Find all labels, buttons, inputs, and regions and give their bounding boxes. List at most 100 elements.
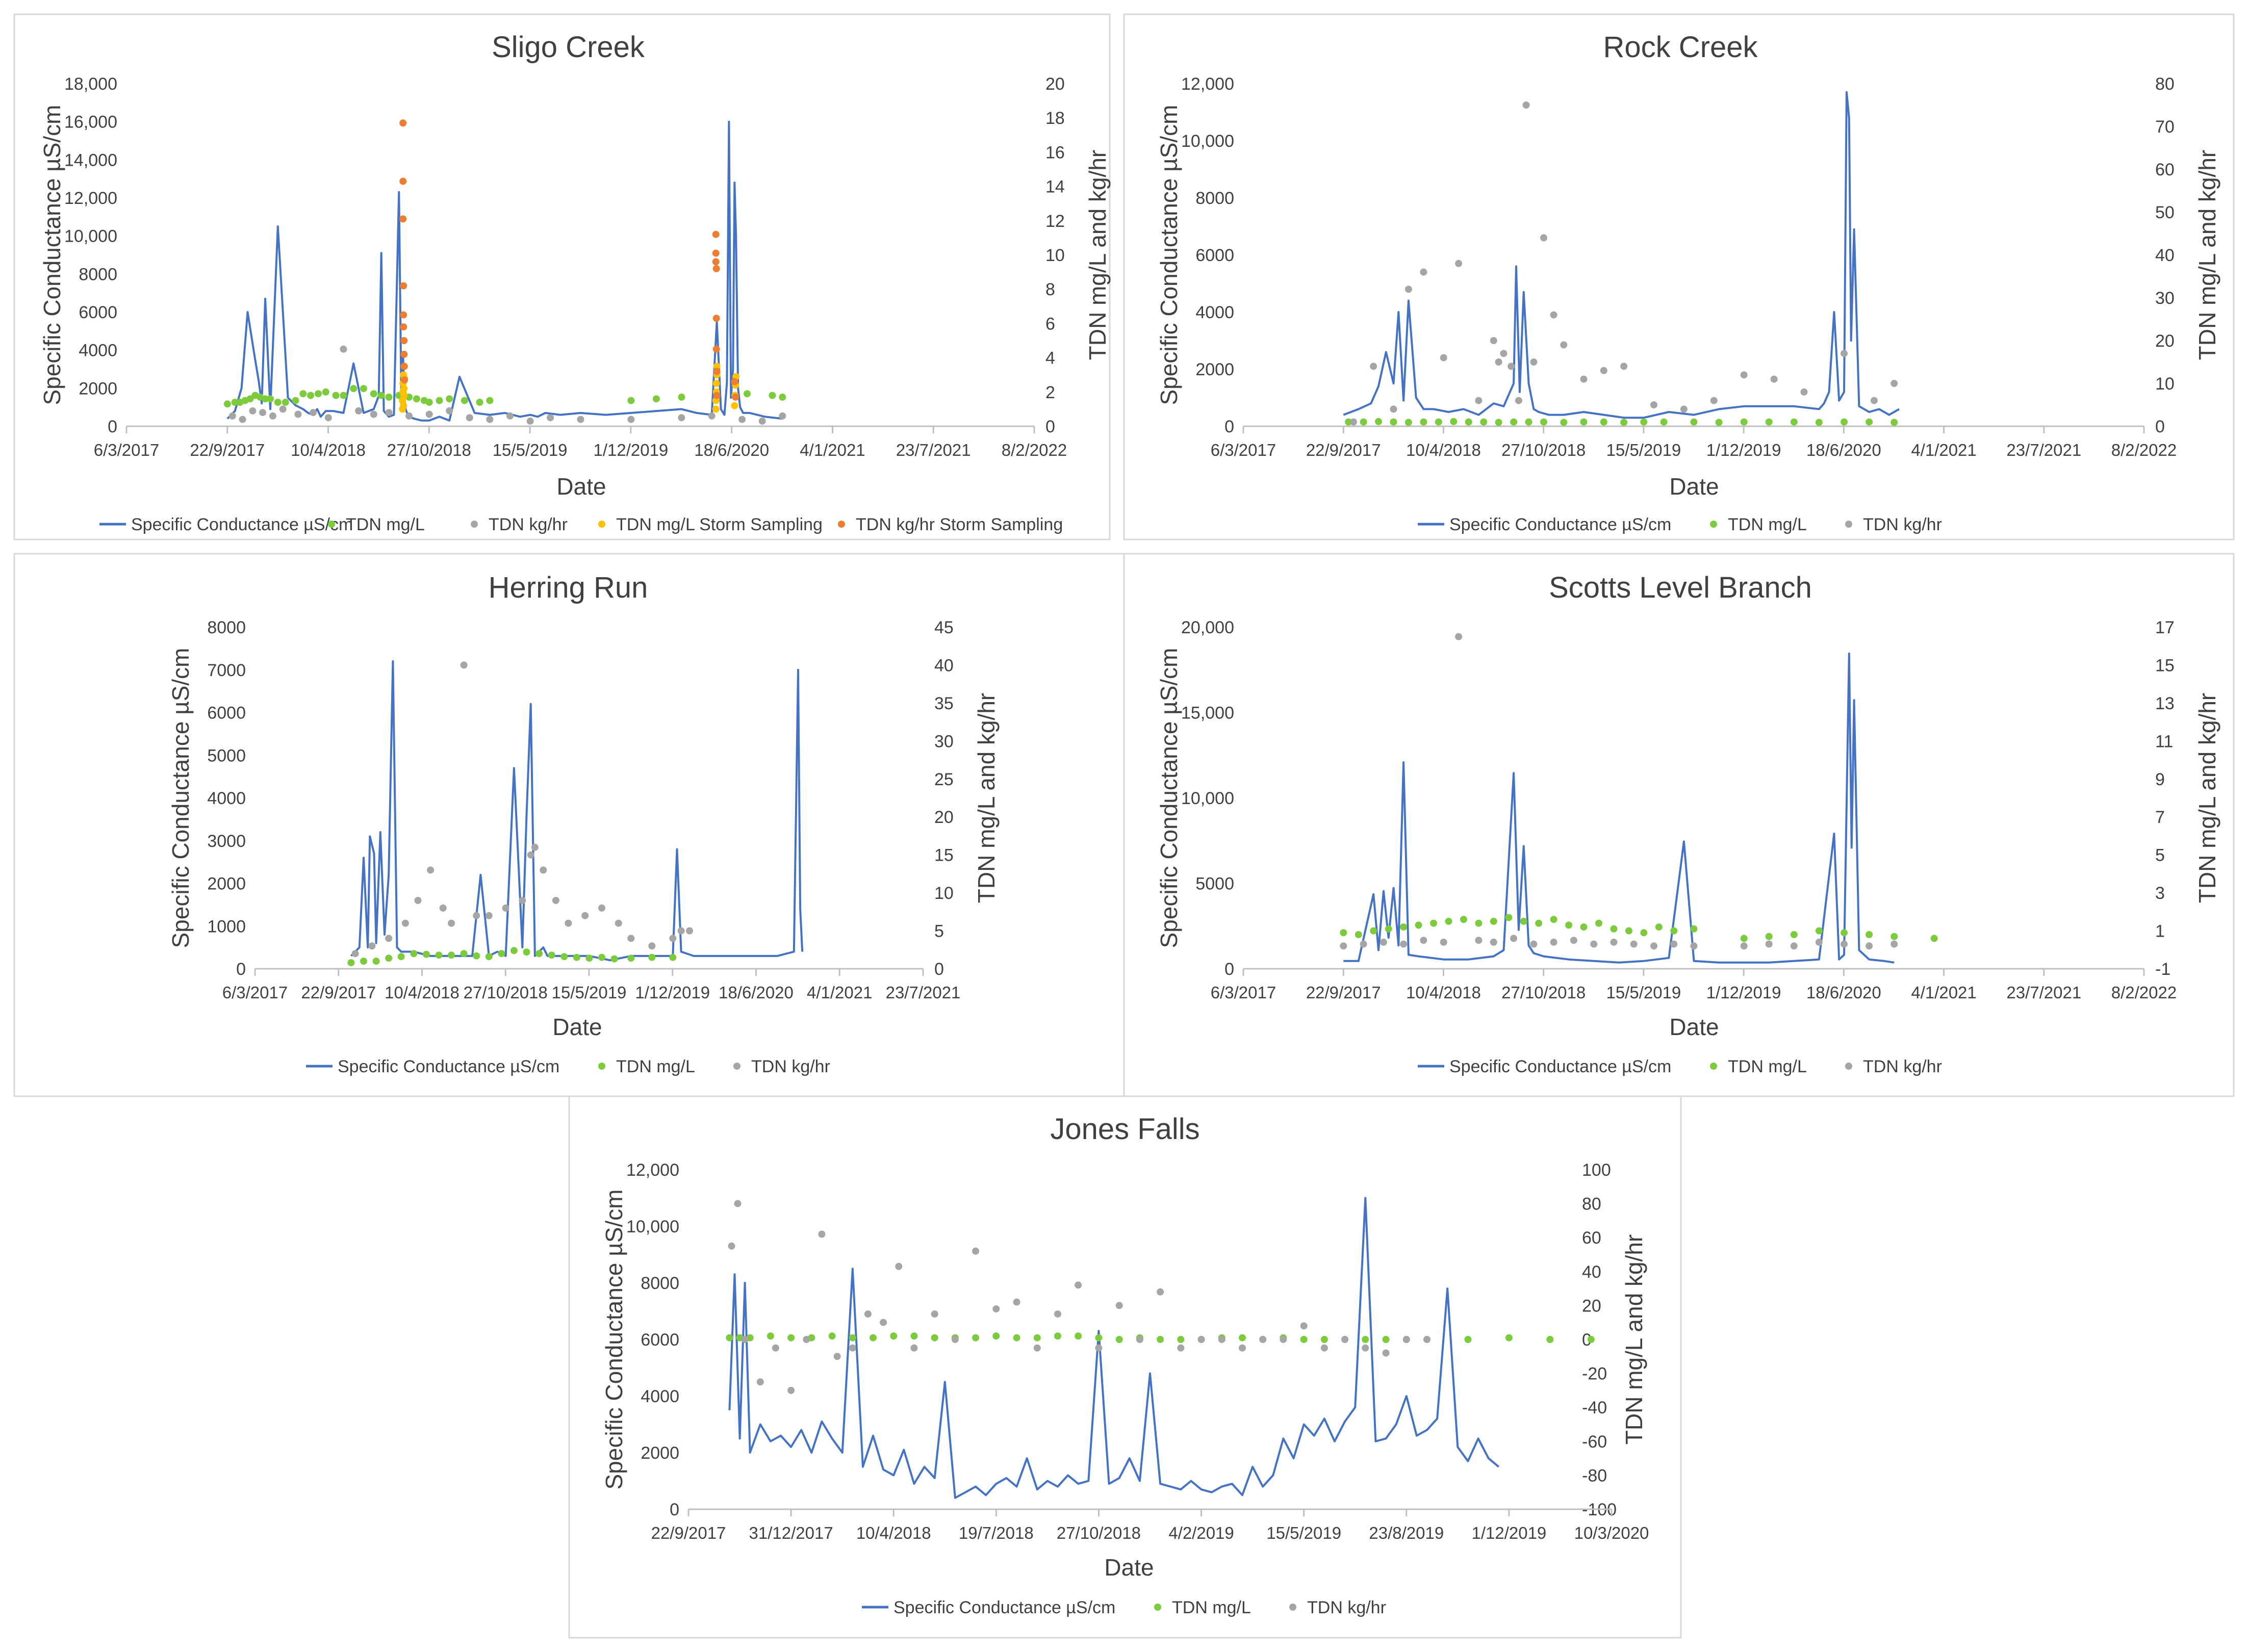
data-point-tdn-mgl bbox=[372, 958, 380, 965]
data-point-tdn-kghr bbox=[239, 416, 246, 423]
data-point-tdn-mgl bbox=[1464, 1336, 1472, 1343]
y-tick-label: 10,000 bbox=[1181, 132, 1234, 151]
data-point-tdn-mgl bbox=[340, 392, 347, 399]
data-point-tdn-kghr bbox=[972, 1247, 980, 1255]
y2-tick-label: 30 bbox=[934, 732, 954, 751]
y-axis-label: Specific Conductance µS/cm bbox=[167, 648, 194, 948]
y-axis-label: Specific Conductance µS/cm bbox=[39, 105, 65, 405]
series-conductance bbox=[1343, 652, 1895, 964]
data-point-tdn-mgl bbox=[1505, 1334, 1513, 1341]
data-point-storm-mgl bbox=[400, 402, 407, 409]
data-point-tdn-kghr bbox=[738, 416, 746, 423]
x-tick-label: 1/12/2019 bbox=[635, 983, 710, 1002]
legend-label: Specific Conductance µS/cm bbox=[1449, 515, 1671, 534]
data-point-tdn-mgl bbox=[610, 955, 618, 963]
data-point-tdn-kghr bbox=[1530, 940, 1538, 948]
data-point-tdn-mgl bbox=[385, 954, 393, 962]
legend-item-tdn-mgl: TDN mg/L bbox=[1710, 1057, 1807, 1076]
data-point-tdn-kghr bbox=[1440, 354, 1447, 362]
chart-herring-run: Herring Run 0 1000 2000 3000 4000 5000 6000 7000… bbox=[13, 553, 1125, 1097]
y2-tick-label: 20 bbox=[1045, 74, 1065, 94]
legend-swatch-dot bbox=[1710, 1063, 1717, 1070]
legend-label: TDN mg/L bbox=[346, 515, 425, 534]
chart-title: Herring Run bbox=[489, 571, 648, 604]
data-point-tdn-kghr bbox=[340, 345, 347, 353]
series-tdn-kghr bbox=[228, 345, 786, 425]
x-tick-label: 23/7/2021 bbox=[2006, 441, 2081, 459]
legend-label: TDN kg/hr bbox=[751, 1057, 830, 1076]
y2-tick-label: 10 bbox=[2155, 374, 2175, 394]
x-tick-label: 22/9/2017 bbox=[651, 1524, 726, 1542]
data-point-tdn-mgl bbox=[1095, 1334, 1103, 1341]
data-point-tdn-mgl bbox=[652, 395, 660, 403]
data-point-tdn-mgl bbox=[1546, 1336, 1554, 1343]
series-storm-kghr bbox=[399, 119, 739, 401]
data-point-tdn-kghr bbox=[598, 904, 605, 912]
y2-tick-label: 14 bbox=[1045, 177, 1065, 197]
data-point-tdn-mgl bbox=[1390, 418, 1397, 426]
data-point-tdn-mgl bbox=[787, 1334, 795, 1341]
y2-tick-label: 100 bbox=[1582, 1160, 1611, 1180]
data-point-tdn-mgl bbox=[1580, 418, 1588, 426]
data-point-tdn-mgl bbox=[1595, 919, 1602, 927]
data-point-tdn-kghr bbox=[1475, 397, 1483, 404]
legend-swatch-dot bbox=[471, 521, 478, 528]
data-point-tdn-mgl bbox=[446, 395, 453, 403]
data-point-tdn-kghr bbox=[741, 1336, 749, 1343]
data-point-tdn-kghr bbox=[1710, 397, 1718, 404]
series-conductance bbox=[728, 1197, 1500, 1499]
data-point-tdn-mgl bbox=[1115, 1336, 1123, 1343]
y2-tick-label: -1 bbox=[2155, 960, 2170, 979]
data-point-tdn-mgl bbox=[1430, 919, 1437, 927]
data-point-tdn-mgl bbox=[1790, 418, 1798, 426]
x-tick-label: 4/1/2021 bbox=[1911, 983, 1976, 1002]
data-point-tdn-mgl bbox=[1765, 418, 1773, 426]
x-tick-label: 31/12/2017 bbox=[749, 1524, 833, 1542]
x-tick-label: 8/2/2022 bbox=[2111, 441, 2177, 459]
data-point-tdn-mgl bbox=[931, 1334, 938, 1341]
data-point-tdn-mgl bbox=[262, 395, 269, 403]
y2-tick-label: 16 bbox=[1045, 143, 1065, 162]
data-point-tdn-mgl bbox=[360, 385, 367, 393]
y2-tick-label: 40 bbox=[934, 656, 954, 675]
panel-frame bbox=[13, 553, 1125, 1097]
x-tick-label: 15/5/2019 bbox=[1606, 441, 1681, 459]
data-point-tdn-kghr bbox=[951, 1336, 959, 1343]
series-conductance bbox=[350, 660, 804, 962]
data-point-tdn-kghr bbox=[1157, 1288, 1164, 1296]
data-point-tdn-mgl bbox=[461, 397, 468, 404]
data-point-tdn-kghr bbox=[485, 912, 493, 919]
y-tick-label: 12,000 bbox=[64, 189, 117, 208]
y-tick-label: 20,000 bbox=[1181, 618, 1234, 637]
legend-item-tdn-kghr: TDN kg/hr bbox=[1845, 1057, 1942, 1076]
data-point-tdn-mgl bbox=[1360, 418, 1367, 426]
data-point-tdn-kghr bbox=[1382, 1349, 1390, 1357]
data-point-tdn-mgl bbox=[669, 953, 677, 961]
data-point-tdn-mgl bbox=[436, 397, 443, 404]
data-point-tdn-kghr bbox=[734, 1200, 742, 1207]
data-point-tdn-kghr bbox=[864, 1310, 872, 1318]
data-point-tdn-kghr bbox=[526, 417, 534, 425]
data-point-tdn-kghr bbox=[1570, 937, 1577, 944]
data-point-tdn-kghr bbox=[1870, 397, 1878, 404]
data-point-tdn-mgl bbox=[1866, 931, 1873, 938]
data-point-tdn-mgl bbox=[1640, 418, 1648, 426]
data-point-tdn-mgl bbox=[627, 954, 635, 962]
x-tick-label: 10/4/2018 bbox=[291, 441, 366, 459]
data-point-tdn-mgl bbox=[678, 393, 685, 401]
x-tick-label: 6/3/2017 bbox=[94, 441, 159, 459]
panel-frame bbox=[1123, 13, 2235, 540]
data-point-tdn-kghr bbox=[1522, 101, 1530, 109]
x-tick-label: 23/7/2021 bbox=[886, 983, 961, 1002]
y-axis-label: Specific Conductance µS/cm bbox=[1156, 648, 1182, 948]
legend-label: TDN mg/L bbox=[1172, 1598, 1251, 1617]
data-point-tdn-mgl bbox=[476, 399, 483, 406]
data-point-tdn-kghr bbox=[1340, 942, 1347, 950]
legend-item-conductance: Specific Conductance µS/cm bbox=[306, 1057, 559, 1076]
legend-label: TDN kg/hr bbox=[1863, 1057, 1942, 1076]
y2-tick-label: 25 bbox=[934, 770, 954, 789]
data-point-tdn-kghr bbox=[895, 1262, 903, 1270]
data-point-tdn-kghr bbox=[1400, 940, 1408, 948]
data-point-tdn-mgl bbox=[498, 950, 505, 958]
y-tick-label: 10,000 bbox=[626, 1217, 679, 1236]
